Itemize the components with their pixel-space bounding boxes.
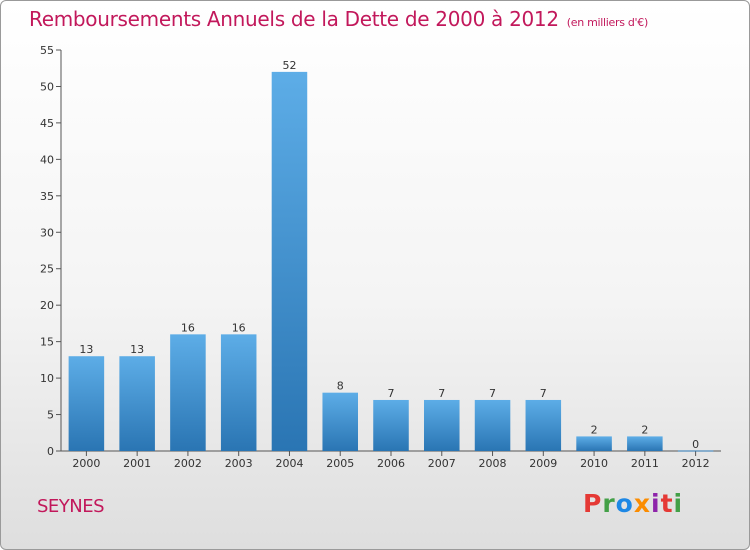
data-label: 7 xyxy=(540,387,547,400)
data-label: 2 xyxy=(641,423,648,436)
y-tick-label: 35 xyxy=(40,190,54,203)
y-tick-label: 40 xyxy=(40,153,54,166)
y-tick-label: 5 xyxy=(47,409,54,422)
commune-name: SEYNES xyxy=(37,496,105,517)
x-tick-label: 2008 xyxy=(479,457,507,470)
logo-letter: P xyxy=(583,489,603,518)
x-tick-label: 2002 xyxy=(174,457,202,470)
chart-title: Remboursements Annuels de la Dette de 20… xyxy=(29,7,648,31)
bar xyxy=(170,334,206,451)
bar xyxy=(627,436,663,451)
unit-note: (en milliers d'€) xyxy=(566,16,648,29)
bar xyxy=(119,356,155,451)
logo-letter: i xyxy=(673,489,684,518)
y-tick-label: 30 xyxy=(40,226,54,239)
x-tick-label: 2012 xyxy=(682,457,710,470)
bar xyxy=(373,399,409,451)
x-tick-label: 2000 xyxy=(72,457,100,470)
x-tick-label: 2009 xyxy=(529,457,557,470)
data-label: 0 xyxy=(692,438,699,451)
x-tick-label: 2003 xyxy=(225,457,253,470)
bar xyxy=(424,399,460,451)
bar xyxy=(68,356,105,451)
y-tick-label: 25 xyxy=(40,263,54,276)
logo-letter: i xyxy=(651,489,661,518)
x-tick-label: 2011 xyxy=(631,457,659,470)
x-tick-label: 2010 xyxy=(580,457,608,470)
bar xyxy=(220,334,257,451)
y-tick-label: 0 xyxy=(47,445,54,458)
proxiti-logo: Proxiti xyxy=(583,489,683,518)
data-label: 16 xyxy=(232,321,246,334)
logo-letter: t xyxy=(660,489,674,518)
y-tick-label: 55 xyxy=(40,44,54,57)
data-label: 16 xyxy=(181,321,195,334)
x-tick-label: 2007 xyxy=(428,457,456,470)
logo-letter: o xyxy=(615,489,634,518)
y-tick-label: 15 xyxy=(40,336,54,349)
data-label: 52 xyxy=(282,59,296,72)
data-label: 13 xyxy=(130,343,144,356)
data-label: 7 xyxy=(438,387,445,400)
y-tick-label: 10 xyxy=(40,372,54,385)
x-tick-label: 2006 xyxy=(377,457,405,470)
data-label: 7 xyxy=(388,387,395,400)
bar xyxy=(525,399,562,451)
data-label: 2 xyxy=(591,423,598,436)
y-tick-label: 45 xyxy=(40,117,54,130)
data-labels: 13 13 16 16 52 8 7 7 7 7 2 2 0 xyxy=(79,59,699,451)
x-tick-label: 2001 xyxy=(123,457,151,470)
bar xyxy=(322,392,358,451)
data-label: 7 xyxy=(489,387,496,400)
logo-letter: r xyxy=(602,489,616,518)
title-text: Remboursements Annuels de la Dette de 20… xyxy=(29,7,559,31)
bars xyxy=(68,71,714,452)
y-tick-label: 50 xyxy=(40,80,54,93)
bar xyxy=(474,399,511,451)
x-tick-label: 2004 xyxy=(275,457,303,470)
bar xyxy=(576,436,612,451)
data-label: 13 xyxy=(79,343,93,356)
x-tick-label: 2005 xyxy=(326,457,354,470)
logo-letter: x xyxy=(633,489,651,518)
data-label: 8 xyxy=(337,380,344,393)
bar xyxy=(271,71,308,451)
y-tick-label: 20 xyxy=(40,299,54,312)
